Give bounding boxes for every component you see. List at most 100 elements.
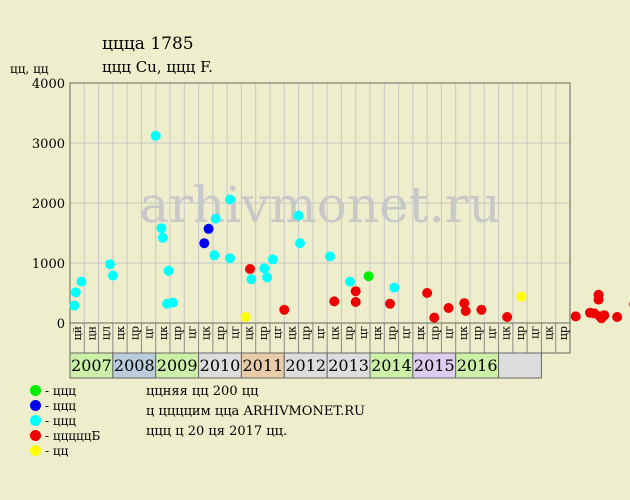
month-label: цг xyxy=(528,326,541,339)
legend-label: - цц xyxy=(45,443,69,458)
data-point xyxy=(325,251,335,262)
month-label: цг xyxy=(314,326,327,339)
year-cell xyxy=(198,352,242,379)
year-label: 2010 xyxy=(200,356,241,375)
month-label: цк xyxy=(500,326,513,340)
data-point xyxy=(363,271,374,282)
legend-marker xyxy=(30,400,41,411)
year-label: 2013 xyxy=(328,356,369,375)
data-point xyxy=(259,263,270,274)
data-point xyxy=(105,259,115,270)
data-point xyxy=(203,223,214,234)
year-cell xyxy=(112,352,157,379)
year-label: 2008 xyxy=(114,356,155,375)
month-label: цн xyxy=(85,326,98,340)
data-point xyxy=(599,310,610,321)
year-cell xyxy=(455,352,500,379)
year-label: 2009 xyxy=(157,356,198,375)
month-label: цк xyxy=(200,326,213,340)
month-label: цк xyxy=(285,326,298,340)
data-point xyxy=(267,254,278,265)
data-point xyxy=(385,298,395,309)
data-point xyxy=(570,311,581,322)
y-tick-label: 3000 xyxy=(32,137,65,152)
legend: - ццц - ццц - ццц - цццццБ - цц xyxy=(30,383,100,458)
data-point xyxy=(163,265,174,276)
year-label: 2007 xyxy=(71,356,112,375)
month-label: цр xyxy=(557,326,570,340)
data-point xyxy=(225,253,235,264)
data-point xyxy=(70,287,81,298)
year-label: 2011 xyxy=(242,356,283,375)
data-point xyxy=(240,312,251,322)
data-point xyxy=(225,194,235,205)
month-label: цк xyxy=(157,326,170,340)
data-point xyxy=(593,294,604,305)
info-line: ц ццццим цца ARHIVMONET.RU xyxy=(146,404,365,419)
data-point xyxy=(76,276,87,287)
info-line: ццняя цц 200 цц xyxy=(146,384,259,399)
data-point xyxy=(443,303,454,313)
data-point xyxy=(69,300,80,311)
legend-label: - ццц xyxy=(45,398,77,413)
month-label: цк xyxy=(543,326,556,340)
data-point xyxy=(157,232,168,243)
data-point xyxy=(293,210,304,221)
year-cell xyxy=(69,352,114,379)
year-cell xyxy=(412,352,457,379)
watermark: arhivmonet.ru xyxy=(139,176,501,234)
y-unit-label: цц, цц xyxy=(10,62,49,76)
month-label: цг xyxy=(228,326,241,339)
data-point xyxy=(476,304,487,315)
data-point xyxy=(167,297,178,308)
year-cell xyxy=(498,352,542,379)
legend-marker xyxy=(30,430,41,441)
info-block: ццняя цц 200 цц ц ццццим цца ARHIVMONET.… xyxy=(146,382,365,442)
month-label: цг xyxy=(443,326,456,339)
year-label: 2015 xyxy=(414,356,455,375)
y-tick-label: 1000 xyxy=(32,257,65,272)
data-point xyxy=(429,312,440,323)
data-point xyxy=(262,272,273,283)
data-point xyxy=(156,223,167,234)
year-cell xyxy=(369,352,414,379)
data-point xyxy=(612,312,623,322)
data-point xyxy=(150,130,161,141)
y-tick-label: 4000 xyxy=(32,77,65,92)
data-point xyxy=(345,276,355,287)
plot-area: 0 1000 2000 3000 4000 arhivmonet.ru xyxy=(32,77,630,332)
month-label: цр xyxy=(300,326,313,340)
data-point xyxy=(389,282,400,293)
year-cell xyxy=(283,352,328,379)
month-label: цр xyxy=(428,326,441,340)
x-axis: цй цн цл цк цр цг цк цр цг цк цр цг цк цр цг цк цр цг цк цр… xyxy=(69,322,571,379)
chart-title: ццца 1785 xyxy=(102,34,194,54)
month-label: цк xyxy=(371,326,384,340)
data-point xyxy=(246,274,257,285)
month-label: цк xyxy=(414,326,427,340)
month-label: цг xyxy=(271,326,284,339)
y-tick-label: 2000 xyxy=(32,197,65,212)
data-point xyxy=(350,297,361,307)
month-label: цр xyxy=(471,326,484,340)
month-label: цр xyxy=(214,326,227,340)
legend-item: - ццц xyxy=(30,398,100,413)
month-label: цр xyxy=(171,326,184,340)
month-label: цр xyxy=(343,326,356,340)
year-cell xyxy=(326,352,371,379)
data-point xyxy=(209,250,220,261)
legend-marker xyxy=(30,445,41,456)
legend-label: - ццц xyxy=(45,383,77,398)
data-point xyxy=(329,296,340,307)
month-label: цк xyxy=(114,326,127,340)
month-label: цг xyxy=(143,326,156,339)
legend-label: - цццццБ xyxy=(45,428,101,443)
month-label: цг xyxy=(485,326,498,339)
legend-marker xyxy=(30,415,41,426)
chart-subtitle: ццц Cu, ццц F. xyxy=(102,58,213,76)
data-point xyxy=(459,298,470,309)
year-label: 2014 xyxy=(371,356,412,375)
month-label: цк xyxy=(457,326,470,340)
data-point xyxy=(502,312,513,322)
